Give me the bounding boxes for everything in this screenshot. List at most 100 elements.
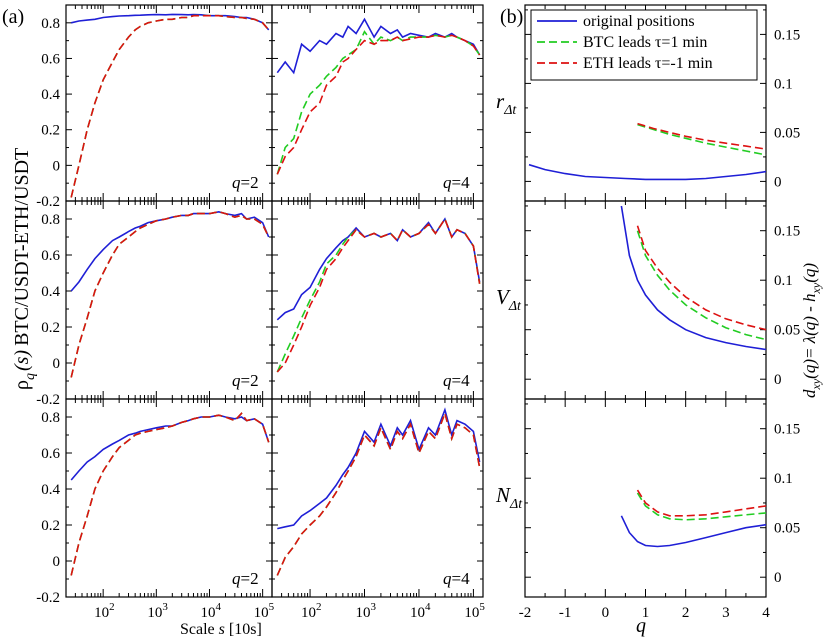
y-tick-label: 0.6 (41, 446, 60, 462)
y-tick-label: 0 (774, 372, 782, 388)
y-tick-label: 0.05 (774, 521, 800, 537)
panels: -0.2 0 0.2 0.4 0.6 0.8 q=2 q=4 -0.2 0 0.2 0.4 0.6 0.8… (36, 4, 800, 621)
subplot-a-r2-q2: -0.2 0 0.2 0.4 0.6 0.8 102 103 104 105 q=2 (36, 398, 275, 621)
series-line (637, 123, 767, 156)
row-label: rΔt (496, 89, 517, 118)
x-tick-label: 1 (642, 605, 650, 621)
subplot-frame (65, 200, 273, 400)
series-line (70, 14, 270, 198)
series-line (276, 217, 481, 373)
subplot-frame (271, 200, 484, 400)
series-line (70, 210, 270, 378)
y-tick-label: 0 (53, 356, 61, 372)
y-tick-label: 0.6 (41, 51, 60, 67)
subplot-b-r2: 0 0.05 0.1 0.15 -2 -1 0 1 2 3 4 NΔt (495, 398, 800, 621)
series-line (636, 230, 767, 341)
series-line (276, 17, 481, 75)
y-tick-label: 0.05 (774, 323, 800, 339)
q-annotation: q=4 (443, 173, 470, 192)
subplot-a-r1-q2: -0.2 0 0.2 0.4 0.6 0.8 q=2 (36, 200, 273, 408)
series-line (70, 210, 270, 378)
x-tick-label: 103 (147, 601, 168, 621)
panel-b-label: (b) (500, 6, 523, 28)
x-tick-label: 105 (464, 601, 485, 621)
q-annotation: q=4 (443, 371, 470, 390)
series-line (70, 14, 270, 198)
row-label: VΔt (496, 285, 522, 314)
x-tick-label: 4 (762, 605, 770, 621)
y-tick-label: 0 (53, 554, 61, 570)
series-line (636, 489, 767, 517)
x-tick-label: 103 (356, 601, 377, 621)
y-axis-label-a: ρq(s)BTC/USDT-ETH/USDT (11, 148, 38, 390)
subplot-b-r0: 0 0.05 0.1 0.15 rΔt (496, 4, 800, 202)
series-line (70, 210, 270, 292)
subplot-a-r0-q4: q=4 (271, 4, 484, 202)
y-tick-label: 0.4 (41, 284, 60, 300)
subplot-frame (65, 398, 273, 598)
y-tick-label: -0.2 (36, 392, 60, 408)
y-tick-label: 0.15 (774, 224, 800, 240)
subplot-a-r1-q4: q=4 (271, 200, 484, 400)
y-tick-label: 0.8 (41, 212, 60, 228)
series-line (276, 34, 481, 175)
y-tick-label: 0.1 (774, 273, 793, 289)
series-line (70, 412, 270, 576)
legend-entry: original positions (583, 13, 695, 30)
y-tick-label: 0 (774, 570, 782, 586)
subplot-a-r0-q2: -0.2 0 0.2 0.4 0.6 0.8 q=2 (36, 4, 273, 210)
q-annotation: q=4 (443, 569, 470, 588)
subplot-frame (271, 398, 484, 598)
legend-entry: BTC leads τ=1 min (583, 34, 707, 51)
y-tick-label: 0.2 (41, 320, 60, 336)
series-line (276, 410, 481, 576)
q-annotation: q=2 (232, 569, 259, 588)
subplot-frame (65, 4, 273, 202)
q-annotation: q=2 (232, 173, 259, 192)
y-tick-label: -0.2 (36, 590, 60, 606)
subplot-frame (524, 398, 767, 598)
x-tick-label: 102 (301, 601, 322, 621)
subplot-frame (524, 200, 767, 400)
legend: original positions BTC leads τ=1 min ETH l… (530, 9, 758, 81)
y-tick-label: -0.2 (36, 194, 60, 210)
y-tick-label: 0.8 (41, 16, 60, 32)
y-tick-label: 0 (774, 174, 782, 190)
y-tick-label: 0.1 (774, 76, 793, 92)
subplot-b-r1: 0 0.05 0.1 0.15 VΔt (496, 200, 800, 400)
y-tick-label: 0.05 (774, 125, 800, 141)
x-tick-label: 0 (602, 605, 610, 621)
series-line (636, 225, 767, 331)
subplot-a-r2-q4: 102 103 104 105 q=4 (271, 398, 485, 621)
x-tick-label: -2 (519, 605, 532, 621)
y-tick-label: 0.1 (774, 471, 793, 487)
series-line (276, 217, 481, 373)
series-line (70, 414, 270, 481)
y-tick-label: 0.15 (774, 422, 800, 438)
legend-entry: ETH leads τ=-1 min (583, 55, 713, 72)
y-tick-label: 0.2 (41, 123, 60, 139)
series-line (277, 407, 481, 530)
series-line (276, 410, 481, 576)
series-line (620, 205, 767, 351)
x-tick-label: 3 (722, 605, 730, 621)
x-tick-label: 2 (682, 605, 690, 621)
y-tick-label: 0.4 (41, 87, 60, 103)
series-line (528, 163, 767, 181)
series-line (70, 412, 270, 576)
series-line (636, 492, 767, 521)
x-tick-label: 104 (200, 601, 221, 621)
y-tick-label: 0.15 (774, 27, 800, 43)
y-tick-label: 0.6 (41, 248, 60, 264)
y-tick-label: 0 (53, 158, 61, 174)
x-tick-label: 105 (254, 601, 275, 621)
x-tick-label: -1 (559, 605, 572, 621)
q-annotation: q=2 (232, 371, 259, 390)
series-line (276, 30, 481, 175)
series-line (620, 515, 767, 548)
row-label: NΔt (495, 483, 523, 512)
series-line (637, 122, 767, 150)
x-axis-label-b: q (636, 615, 646, 637)
y-tick-label: 0.4 (41, 482, 60, 498)
